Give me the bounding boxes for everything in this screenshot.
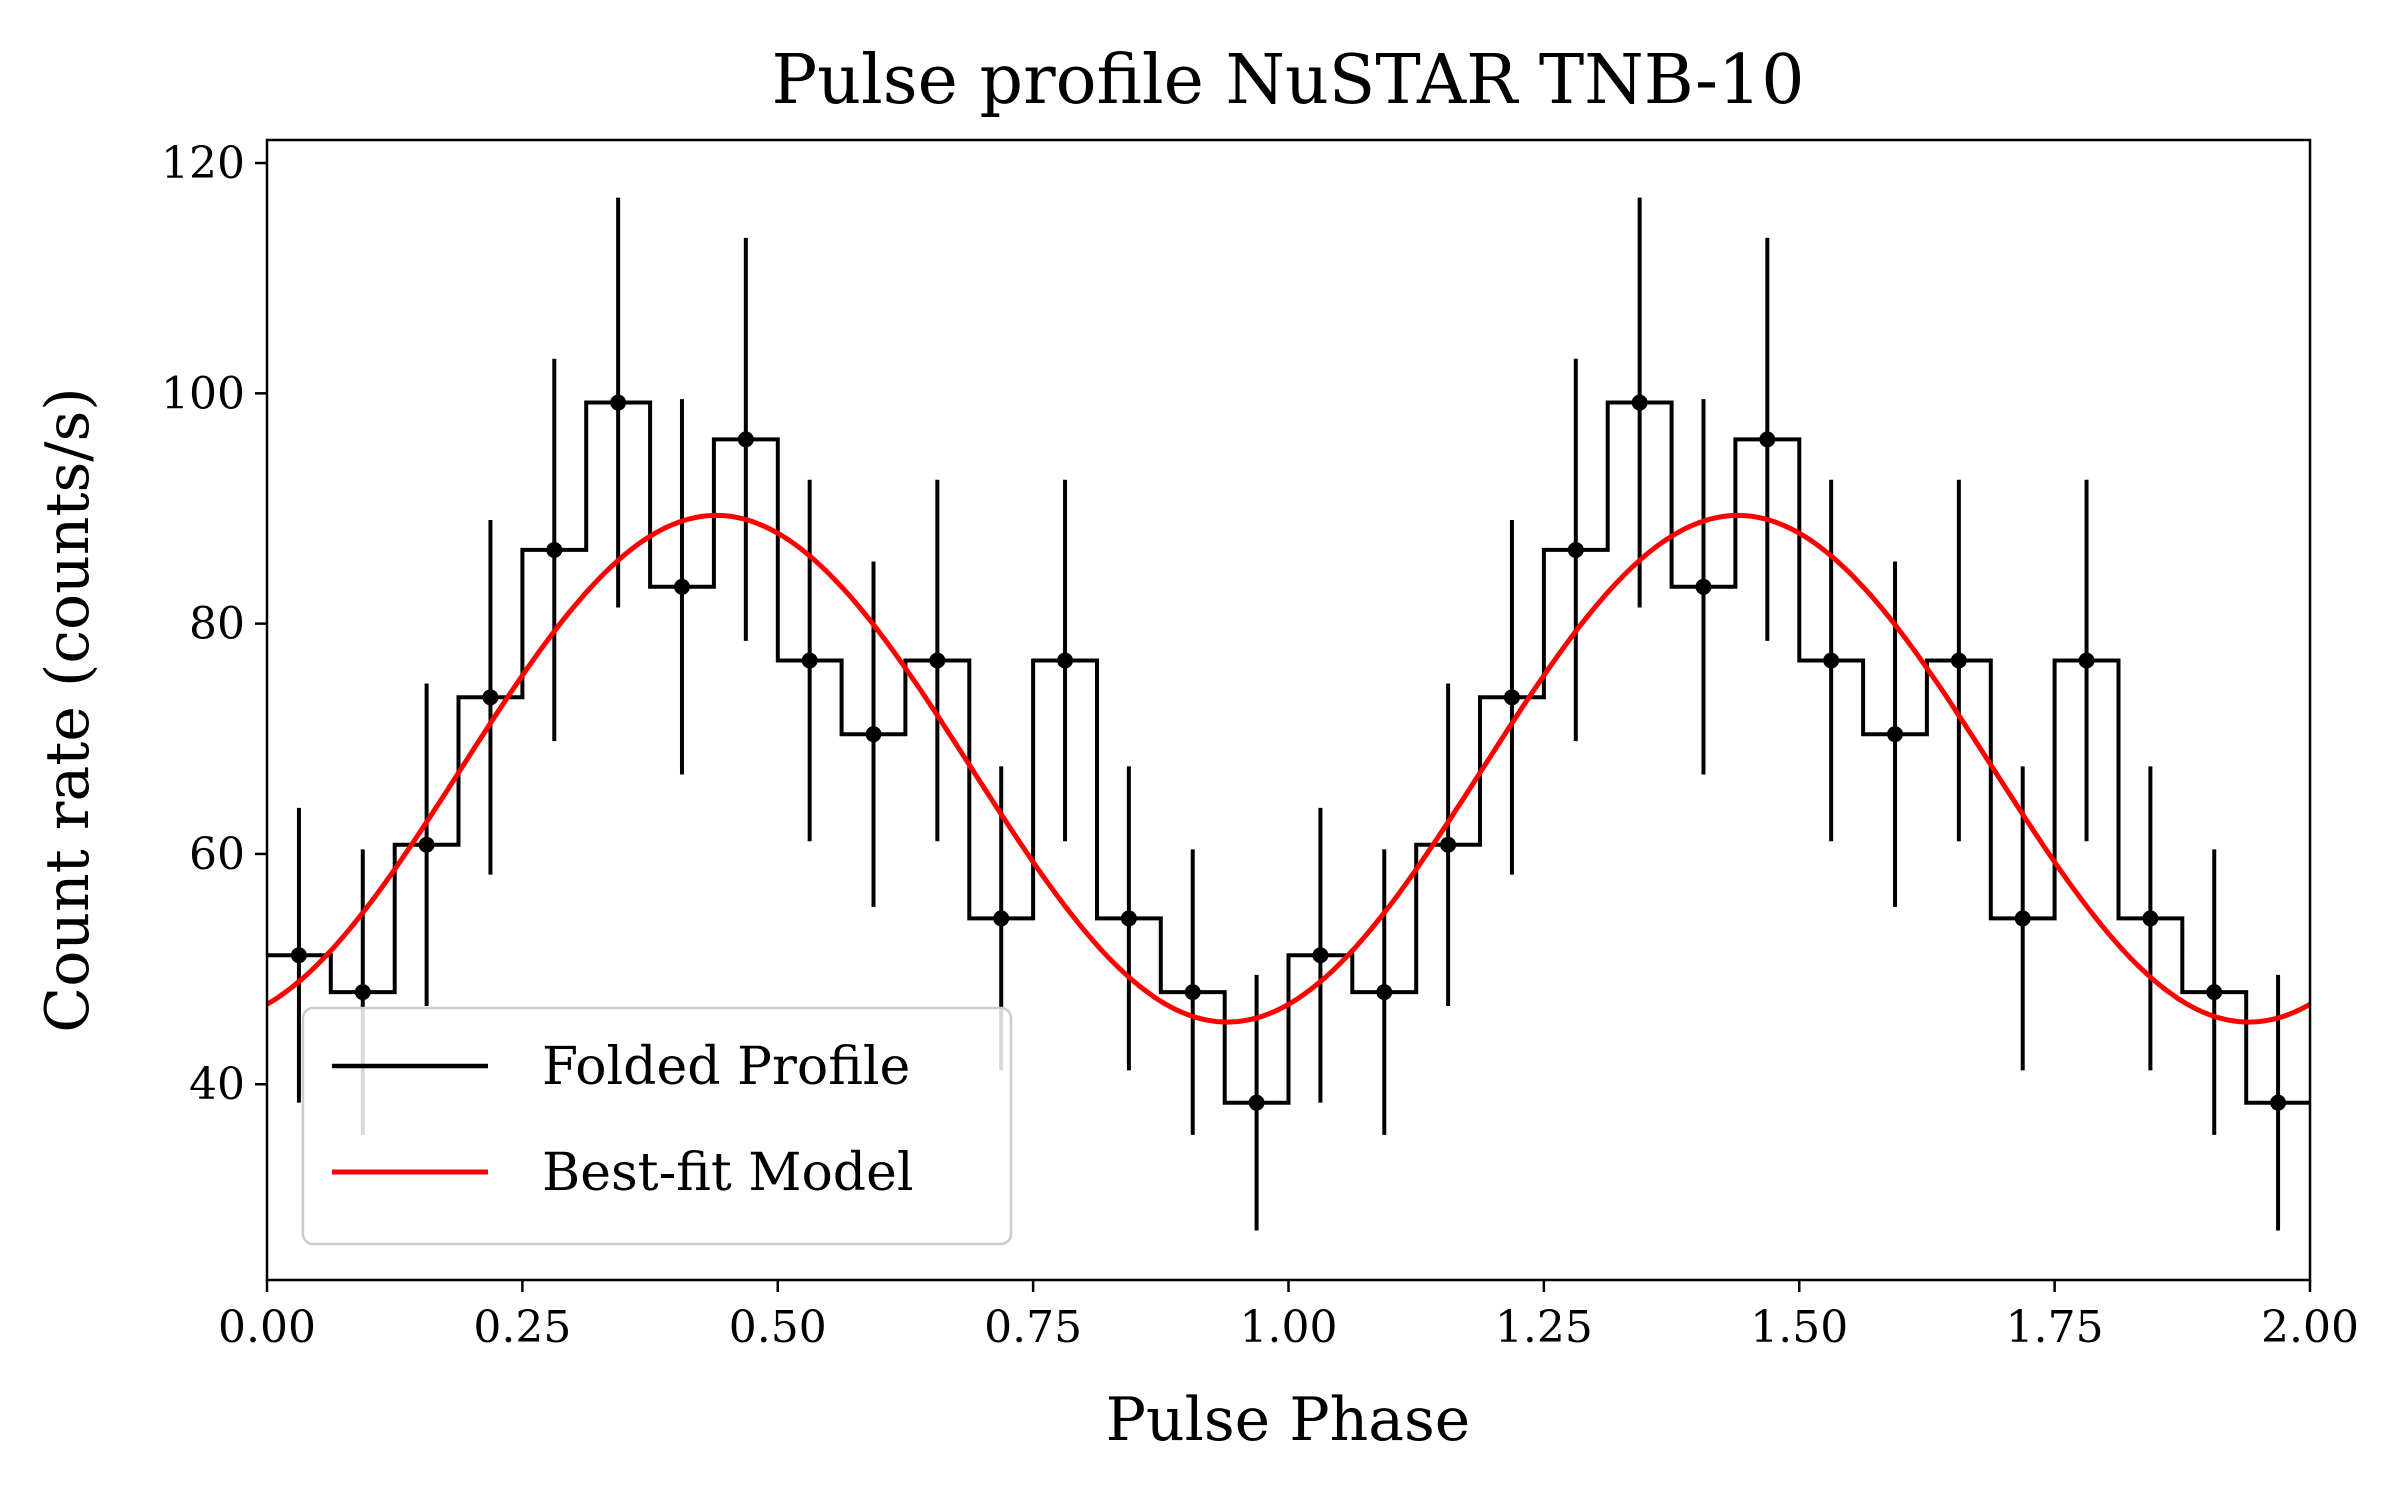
legend-label-best-fit-model: Best-fit Model: [542, 1143, 914, 1203]
data-point: [546, 541, 563, 558]
data-point: [610, 394, 627, 411]
data-point: [1823, 652, 1840, 669]
data-point: [673, 578, 690, 595]
y-axis: 40 60 80 100 120: [161, 138, 267, 1110]
series-layer: [267, 197, 2310, 1231]
x-tick-label: 1.25: [1495, 1302, 1593, 1353]
x-tick-label: 0.00: [218, 1302, 316, 1353]
data-point: [2078, 652, 2095, 669]
data-point: [993, 910, 1010, 927]
x-axis: 0.00 0.25 0.50 0.75 1.00 1.25 1.50 1.75 2.00: [218, 1280, 2359, 1353]
x-tick-label: 2.00: [2261, 1302, 2359, 1353]
data-point: [1120, 910, 1137, 927]
data-point: [1631, 394, 1648, 411]
chart-title: Pulse profile NuSTAR TNB-10: [771, 41, 1804, 120]
data-point: [801, 652, 818, 669]
plot-area: [267, 197, 2310, 1231]
data-point: [1184, 984, 1201, 1001]
y-tick-label: 120: [161, 138, 245, 189]
x-tick-label: 0.75: [984, 1302, 1082, 1353]
data-point: [2206, 984, 2223, 1001]
data-point: [1759, 431, 1776, 448]
x-tick-label: 1.50: [1750, 1302, 1848, 1353]
data-point: [865, 726, 882, 743]
data-point: [1950, 652, 1967, 669]
y-tick-label: 60: [189, 829, 245, 880]
data-point: [2270, 1094, 2287, 1111]
data-point: [290, 947, 307, 964]
x-tick-label: 1.00: [1240, 1302, 1338, 1353]
y-axis-label: Count rate (counts/s): [33, 387, 103, 1032]
y-tick-label: 80: [189, 599, 245, 650]
data-point: [418, 836, 435, 853]
data-point: [929, 652, 946, 669]
data-point: [1887, 726, 1904, 743]
legend: Folded Profile Best-fit Model: [301, 1006, 1013, 1246]
data-point: [1057, 652, 1074, 669]
data-point: [1376, 984, 1393, 1001]
best-fit-model-line: [267, 512, 2310, 1025]
x-tick-label: 0.25: [473, 1302, 571, 1353]
data-point: [354, 984, 371, 1001]
data-point: [1248, 1094, 1265, 1111]
y-tick-label: 40: [189, 1059, 245, 1110]
data-point: [1440, 836, 1457, 853]
x-tick-label: 0.50: [729, 1302, 827, 1353]
data-point: [737, 431, 754, 448]
x-tick-label: 1.75: [2006, 1302, 2104, 1353]
data-point: [2142, 910, 2159, 927]
data-point: [2014, 910, 2031, 927]
y-tick-label: 100: [161, 368, 245, 419]
data-point: [482, 689, 499, 706]
legend-label-folded-profile: Folded Profile: [542, 1037, 910, 1097]
data-point: [1567, 541, 1584, 558]
data-point: [1312, 947, 1329, 964]
data-point: [1503, 689, 1520, 706]
x-axis-label: Pulse Phase: [1106, 1385, 1471, 1455]
data-point: [1695, 578, 1712, 595]
